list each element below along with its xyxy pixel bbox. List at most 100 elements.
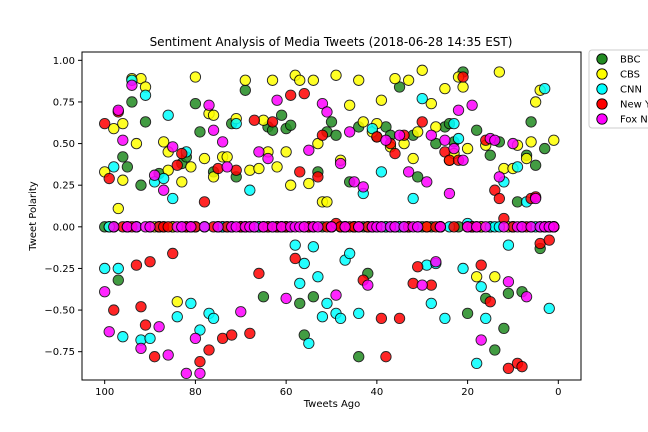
data-point [189,332,202,345]
data-point [343,126,356,138]
data-point [117,117,129,130]
y-tick-label: 0.75 [53,97,75,108]
data-point [416,279,428,291]
x-tick-label: 100 [95,387,114,398]
data-point [412,261,424,273]
data-point [207,124,220,136]
data-point [389,72,401,85]
x-tick-label: 60 [280,387,293,398]
data-point [480,312,492,325]
data-point [221,151,233,163]
legend-marker [596,83,608,95]
data-point [180,367,192,379]
data-point [198,221,211,233]
data-point [171,159,183,171]
data-point [198,152,211,165]
data-point [103,172,115,185]
x-tick-label: 0 [555,387,561,398]
x-tick-label: 80 [189,387,202,398]
data-point [316,129,329,141]
data-point [148,169,161,181]
data-point [108,221,120,233]
data-point [452,132,465,145]
data-point [176,176,188,188]
legend-marker [596,113,608,125]
data-point [525,116,537,128]
data-point [489,134,501,146]
data-point [525,136,537,148]
data-point [285,119,297,131]
data-point [402,74,415,86]
data-point [212,221,224,233]
data-point [489,344,501,356]
data-point [212,162,224,175]
data-point [135,179,147,191]
data-point [452,104,465,116]
data-point [185,161,197,173]
data-point [412,221,424,233]
data-point [289,239,301,251]
x-tick-label: 40 [370,387,383,398]
data-point [421,176,433,188]
data-point [108,122,120,135]
y-tick-label: −0.25 [44,264,75,275]
data-point [158,136,170,148]
data-point [303,144,315,156]
data-point [307,74,320,86]
data-point [457,81,469,93]
data-point [303,177,315,190]
data-point [239,74,251,86]
data-point [294,297,306,310]
data-point [325,116,338,128]
data-point [425,297,437,310]
data-point [294,166,306,178]
plot-background [82,52,581,380]
data-point [253,162,265,175]
legend: BBC CBS CNN New York Times Fox News [588,49,648,129]
data-point [112,104,124,116]
data-point [393,312,406,325]
data-point [171,296,183,308]
data-point [489,271,501,283]
data-point [312,221,324,233]
data-point [439,82,451,95]
data-point [312,271,324,283]
legend-marker [596,98,608,110]
legend-label: CBS [620,70,640,81]
data-point [203,99,215,111]
data-point [189,97,202,110]
legend-label: Fox News [620,115,648,126]
data-point [171,311,183,323]
data-point [502,239,515,251]
data-point [425,97,437,110]
data-point [330,129,342,141]
data-point [353,351,365,363]
data-point [498,322,510,335]
data-point [357,181,369,193]
y-tick-label: −0.75 [44,347,75,358]
y-tick-label: 0.00 [53,222,75,233]
data-point [539,82,551,95]
data-point [99,262,111,275]
data-point [343,99,356,111]
data-point [235,306,247,318]
data-point [434,221,447,233]
data-point [185,297,197,310]
y-tick-label: −0.50 [44,306,75,317]
data-point [230,117,242,130]
data-point [117,151,129,163]
data-point [448,117,460,130]
data-point [226,329,238,341]
data-point [294,277,306,290]
data-point [103,326,115,338]
data-point [117,174,129,186]
data-point [248,114,261,126]
data-points [99,64,560,379]
data-point [280,292,292,305]
data-point [321,106,333,118]
data-point [167,141,179,153]
data-point [135,301,147,313]
data-point [221,161,233,173]
data-point [266,74,279,86]
